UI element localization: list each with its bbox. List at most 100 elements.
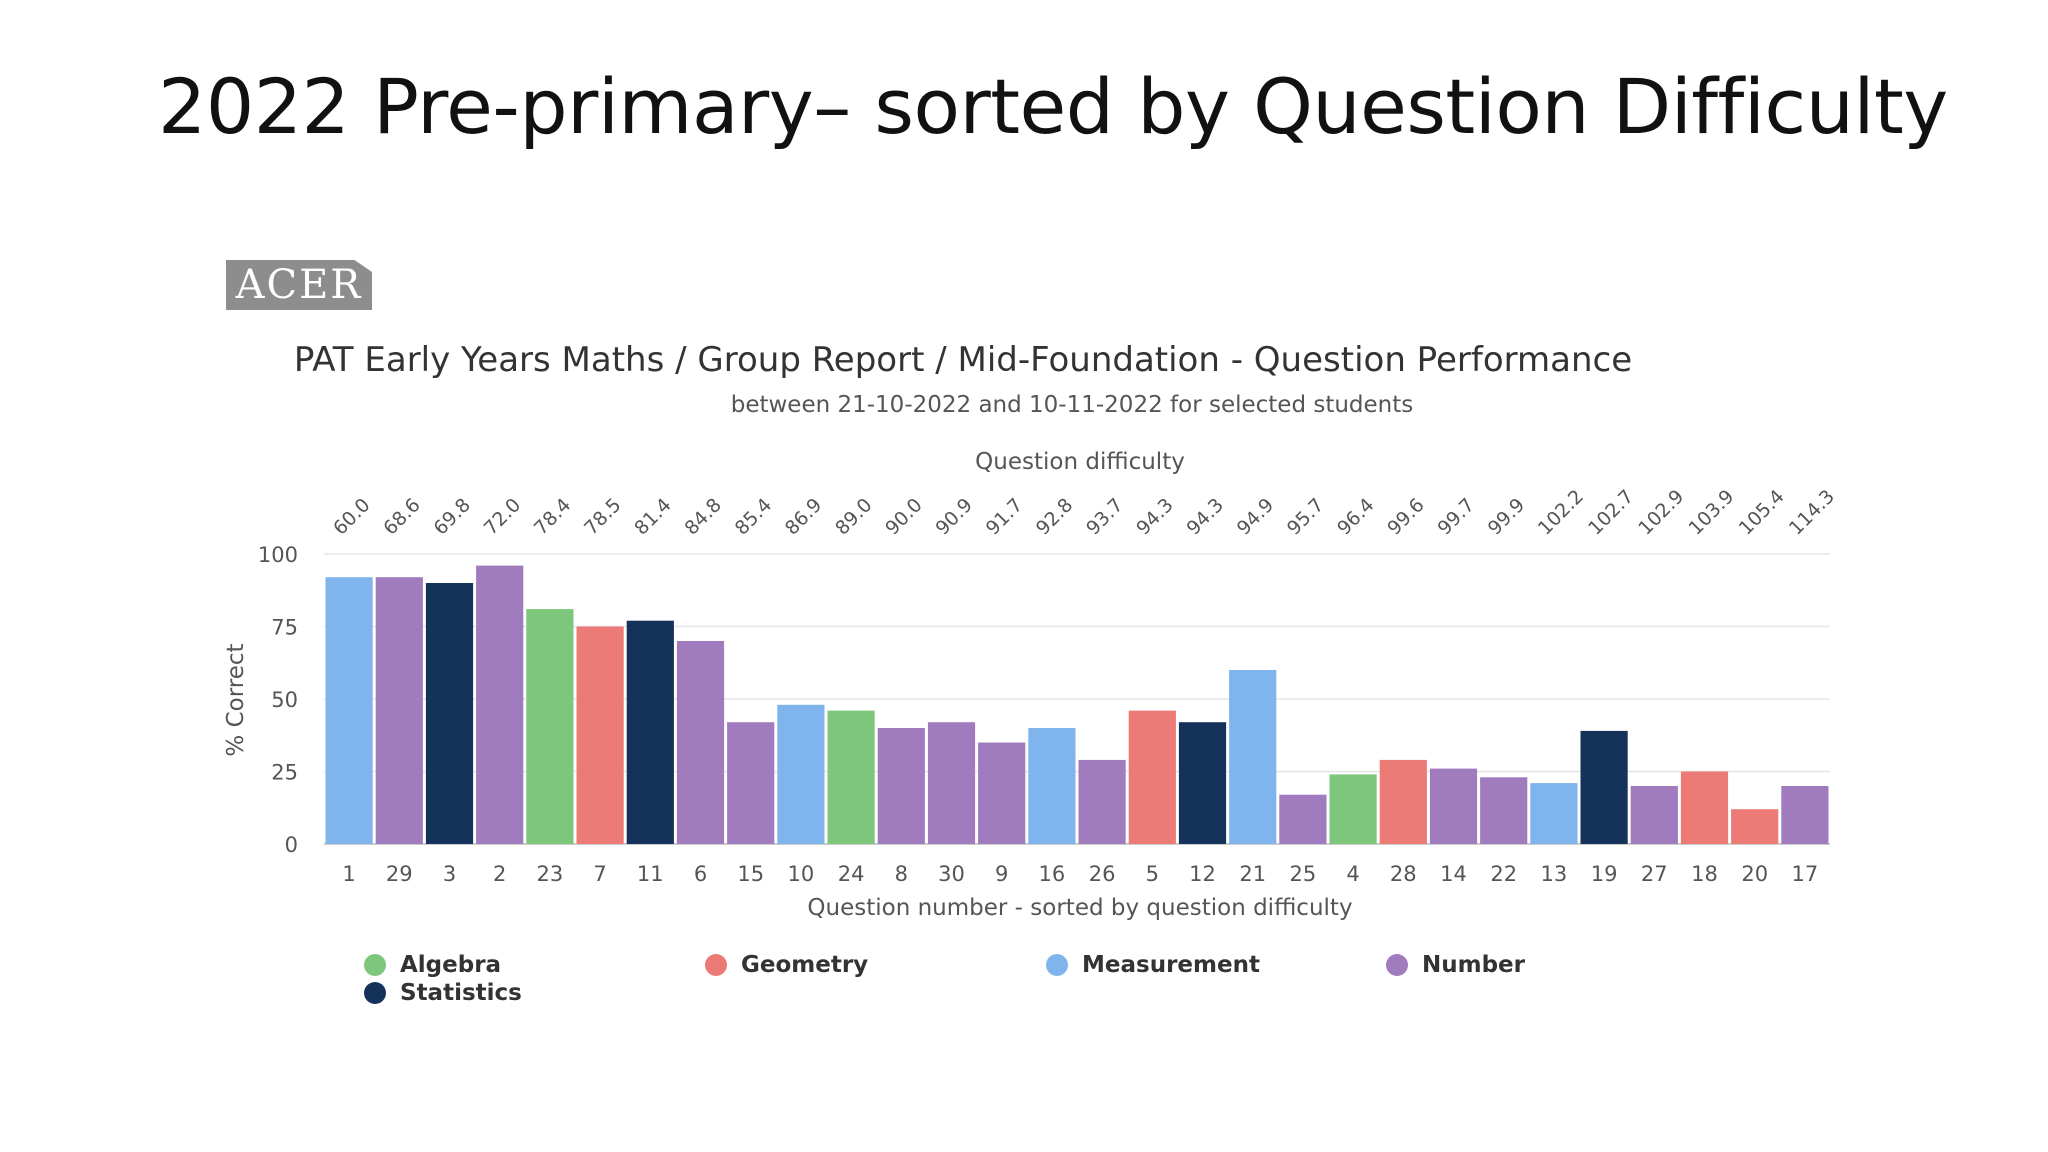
slide-title: 2022 Pre-primary– sorted by Question Dif… — [158, 62, 1948, 151]
x-tick-label: 23 — [537, 862, 564, 886]
bar-question-29[interactable] — [375, 577, 423, 844]
y-tick-label: 100 — [258, 543, 298, 567]
difficulty-label: 84.8 — [680, 494, 725, 539]
legend-dot-geometry — [705, 954, 727, 976]
difficulty-label: 78.5 — [580, 494, 625, 539]
bar-question-18[interactable] — [1680, 771, 1729, 845]
report-title: PAT Early Years Maths / Group Report / M… — [293, 340, 1633, 380]
x-tick-label: 8 — [895, 862, 908, 886]
bar-question-15[interactable] — [727, 722, 775, 844]
bar-question-1[interactable] — [325, 577, 373, 844]
difficulty-label: 114.3 — [1785, 486, 1839, 540]
difficulty-label: 69.8 — [429, 494, 474, 539]
legend-item-geometry[interactable]: Geometry — [705, 952, 868, 978]
x-tick-label: 21 — [1239, 862, 1266, 886]
bar-question-28[interactable] — [1379, 759, 1427, 844]
difficulty-label: 99.7 — [1433, 494, 1478, 539]
bar-question-14[interactable] — [1429, 768, 1478, 844]
bar-question-26[interactable] — [1078, 759, 1126, 844]
bar-question-20[interactable] — [1731, 809, 1779, 844]
difficulty-label: 102.7 — [1584, 486, 1638, 540]
x-tick-label: 18 — [1691, 862, 1718, 886]
legend-item-measurement[interactable]: Measurement — [1046, 952, 1260, 978]
x-tick-label: 26 — [1089, 862, 1116, 886]
x-tick-label: 9 — [995, 862, 1008, 886]
x-tick-label: 7 — [593, 862, 606, 886]
bar-question-10[interactable] — [777, 704, 825, 844]
legend-dot-statistics — [364, 982, 386, 1004]
chart-legend: Algebra Geometry Measurement Number Stat… — [364, 952, 1664, 1022]
bar-question-13[interactable] — [1530, 783, 1578, 844]
difficulty-label: 91.7 — [982, 494, 1027, 539]
bar-question-2[interactable] — [476, 565, 524, 844]
bar-question-3[interactable] — [425, 583, 474, 844]
legend-dot-measurement — [1046, 954, 1068, 976]
x-tick-label: 30 — [938, 862, 965, 886]
difficulty-label: 94.3 — [1182, 494, 1227, 539]
x-tick-label: 12 — [1189, 862, 1216, 886]
difficulty-label: 105.4 — [1735, 486, 1789, 540]
bar-question-21[interactable] — [1229, 670, 1277, 844]
bar-question-25[interactable] — [1279, 794, 1327, 844]
x-tick-label: 10 — [788, 862, 815, 886]
legend-label: Algebra — [400, 952, 502, 978]
x-tick-label: 15 — [737, 862, 764, 886]
bar-question-8[interactable] — [877, 728, 925, 844]
legend-label: Measurement — [1082, 952, 1260, 978]
x-axis-title: Question number - sorted by question dif… — [807, 895, 1352, 921]
x-tick-label: 14 — [1440, 862, 1467, 886]
x-tick-label: 24 — [838, 862, 865, 886]
difficulty-label: 85.4 — [731, 494, 776, 539]
bar-question-9[interactable] — [978, 742, 1026, 845]
difficulty-label: 93.7 — [1082, 494, 1127, 539]
report-subtitle-wrap: between 21-10-2022 and 10-11-2022 for se… — [0, 392, 2048, 418]
x-tick-label: 29 — [386, 862, 413, 886]
x-tick-label: 2 — [493, 862, 506, 886]
legend-item-number[interactable]: Number — [1386, 952, 1525, 978]
x-tick-label: 19 — [1591, 862, 1618, 886]
bar-question-19[interactable] — [1580, 730, 1628, 844]
bar-question-5[interactable] — [1128, 710, 1176, 844]
legend-item-algebra[interactable]: Algebra — [364, 952, 501, 978]
y-tick-label: 75 — [271, 616, 298, 640]
bar-question-27[interactable] — [1630, 786, 1678, 844]
x-tick-label: 3 — [443, 862, 456, 886]
bar-question-22[interactable] — [1480, 777, 1528, 844]
difficulty-label: 90.9 — [931, 494, 976, 539]
difficulty-label: 89.0 — [831, 494, 876, 539]
bar-question-12[interactable] — [1178, 722, 1227, 844]
x-tick-label: 4 — [1346, 862, 1359, 886]
bars — [325, 565, 1829, 845]
x-tick-label: 6 — [694, 862, 707, 886]
x-tick-label: 27 — [1641, 862, 1668, 886]
top-axis-title: Question difficulty — [975, 449, 1185, 475]
y-tick-label: 25 — [271, 761, 298, 785]
x-tick-label: 20 — [1741, 862, 1768, 886]
difficulty-label: 95.7 — [1283, 494, 1328, 539]
bar-question-6[interactable] — [676, 641, 725, 844]
acer-logo: ACER — [226, 260, 372, 310]
x-tick-label: 22 — [1490, 862, 1517, 886]
x-tick-label: 25 — [1290, 862, 1317, 886]
bar-question-4[interactable] — [1329, 774, 1377, 844]
x-tick-label: 1 — [342, 862, 355, 886]
bar-question-17[interactable] — [1781, 786, 1829, 844]
bar-question-11[interactable] — [626, 620, 674, 844]
difficulty-label: 60.0 — [329, 494, 374, 539]
bar-question-7[interactable] — [576, 626, 624, 845]
x-tick-label: 13 — [1541, 862, 1568, 886]
legend-item-statistics[interactable]: Statistics — [364, 980, 522, 1006]
bar-question-24[interactable] — [827, 710, 875, 844]
bar-question-23[interactable] — [526, 609, 574, 844]
difficulty-label: 96.4 — [1333, 494, 1378, 539]
x-tick-label: 11 — [637, 862, 664, 886]
bar-question-30[interactable] — [927, 722, 976, 844]
difficulty-label: 102.2 — [1534, 486, 1588, 540]
x-tick-label: 28 — [1390, 862, 1417, 886]
y-axis-title: % Correct — [223, 643, 249, 756]
y-tick-label: 50 — [271, 688, 298, 712]
difficulty-label: 94.9 — [1233, 494, 1278, 539]
bar-question-16[interactable] — [1028, 728, 1076, 844]
report-subtitle: between 21-10-2022 and 10-11-2022 for se… — [730, 392, 1414, 418]
report-title-wrap: PAT Early Years Maths / Group Report / M… — [0, 340, 2048, 380]
